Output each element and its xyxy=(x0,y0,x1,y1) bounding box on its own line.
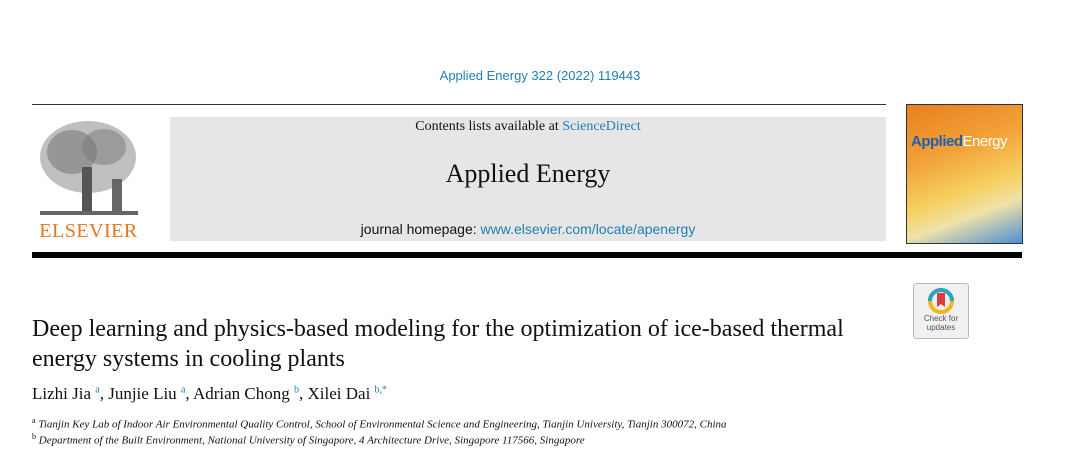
homepage-link[interactable]: www.elsevier.com/locate/apenergy xyxy=(480,221,696,237)
cover-title: AppliedEnergy xyxy=(911,133,1008,150)
author-name: Junjie Liu xyxy=(108,384,177,403)
cover-title-part2: Energy xyxy=(962,133,1008,150)
contents-text: Contents lists available at xyxy=(415,119,563,134)
author-affiliation-marker[interactable]: b,* xyxy=(374,384,388,396)
affiliation-marker: a xyxy=(32,416,36,425)
header-rule xyxy=(32,252,1022,258)
journal-title: Applied Energy xyxy=(445,159,611,188)
author-name: Lizhi Jia xyxy=(32,384,92,403)
affiliation: b Department of the Built Environment, N… xyxy=(32,432,585,447)
cover-title-part1: Applied xyxy=(911,133,963,150)
affiliation-text: Tianjin Key Lab of Indoor Air Environmen… xyxy=(38,418,727,431)
author-list: Lizhi Jia a, Junjie Liu a, Adrian Chong … xyxy=(32,384,388,403)
author[interactable]: Lizhi Jia a xyxy=(32,384,100,403)
author[interactable]: Adrian Chong b xyxy=(193,384,299,403)
contents-line: Contents lists available at ScienceDirec… xyxy=(170,119,886,135)
homepage-label: journal homepage: xyxy=(360,221,481,237)
sciencedirect-link[interactable]: ScienceDirect xyxy=(562,119,641,134)
author-name: Adrian Chong xyxy=(192,384,290,403)
author[interactable]: Xilei Dai b,* xyxy=(308,384,388,403)
journal-cover-image[interactable]: AppliedEnergy xyxy=(906,104,1023,244)
author-name: Xilei Dai xyxy=(307,384,371,403)
author-affiliation-marker[interactable]: b xyxy=(294,384,299,396)
divider xyxy=(32,104,886,105)
elsevier-logo-text: ELSEVIER xyxy=(39,220,138,242)
citation-link[interactable]: Applied Energy 322 (2022) 119443 xyxy=(439,68,641,83)
affiliation: a Tianjin Key Lab of Indoor Air Environm… xyxy=(32,416,727,431)
journal-banner: Contents lists available at ScienceDirec… xyxy=(170,117,886,241)
author-affiliation-marker[interactable]: a xyxy=(180,384,186,396)
affiliation-marker: b xyxy=(32,432,36,441)
affiliation-text: Department of the Built Environment, Nat… xyxy=(38,434,585,447)
check-for-updates-label: Check for updates xyxy=(923,314,959,332)
elsevier-tree-logo xyxy=(32,117,145,242)
author-affiliation-marker[interactable]: a xyxy=(95,384,100,396)
check-for-updates-button[interactable]: Check for updates xyxy=(913,283,969,339)
article-title: Deep learning and physics-based modeling… xyxy=(32,316,844,372)
check-for-updates-icon xyxy=(928,288,954,314)
homepage-line: journal homepage: www.elsevier.com/locat… xyxy=(170,221,886,237)
author[interactable]: Junjie Liu a xyxy=(108,384,185,403)
